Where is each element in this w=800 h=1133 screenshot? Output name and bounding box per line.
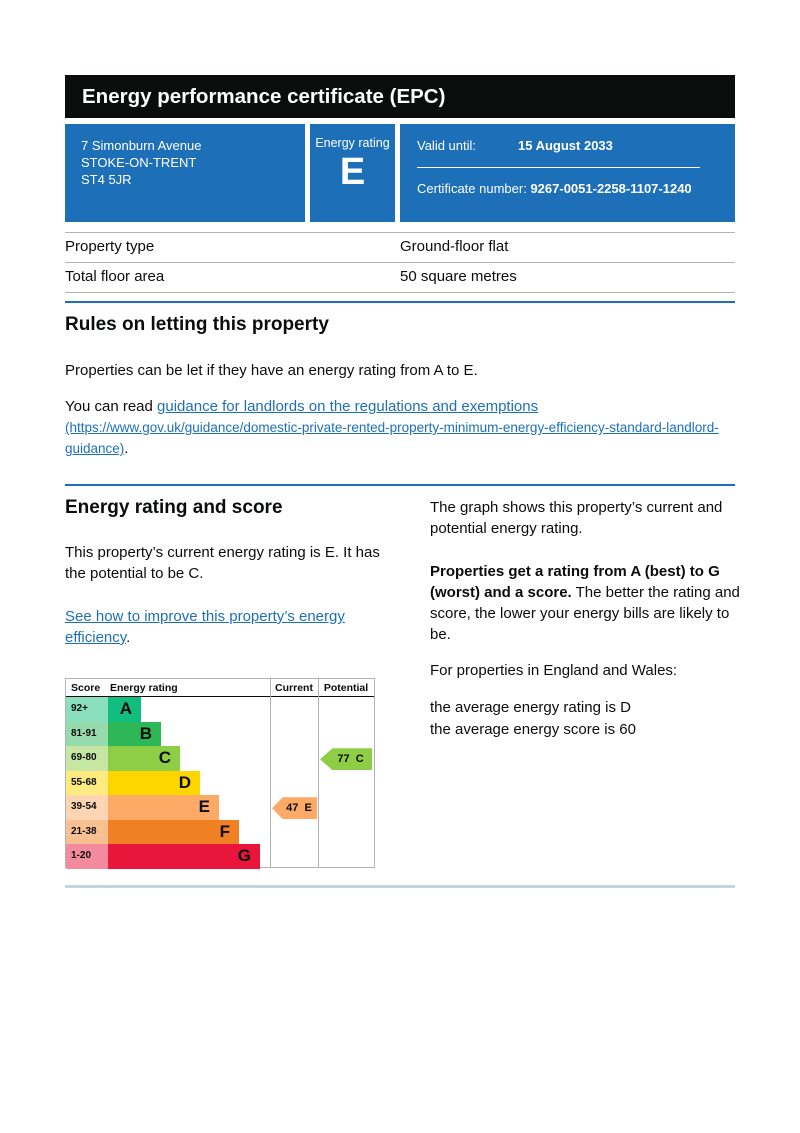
band-bar-g: G [108, 844, 260, 869]
band-score-range: 92+ [66, 697, 108, 722]
band-bar-d: D [108, 770, 200, 795]
certificate-title-bar: Energy performance certificate (EPC) [65, 75, 735, 118]
potential-rating-arrow: 77 C [320, 748, 372, 771]
column-separator [318, 679, 319, 867]
band-bar-f: F [108, 819, 239, 844]
valid-until-value: 15 August 2033 [518, 138, 613, 153]
graph-band-rows: 92+ A 81-91 B 69-80 C 55-68 D 39-54 E 21-38 F 1-20 G [66, 697, 374, 869]
landlord-guidance-link[interactable]: guidance for landlords on the regulation… [65, 398, 719, 457]
epc-band-row-f: 21-38 F [66, 819, 374, 844]
epc-band-row-a: 92+ A [66, 697, 374, 722]
summary-panels: 7 Simonburn Avenue STOKE-ON-TRENT ST4 5J… [65, 124, 735, 222]
band-score-range: 21-38 [66, 819, 108, 844]
band-score-range: 39-54 [66, 795, 108, 820]
band-bar-c: C [108, 746, 180, 771]
band-score-range: 81-91 [66, 721, 108, 746]
page-title: Energy performance certificate (EPC) [82, 84, 446, 108]
energy-rating-value: E [339, 151, 366, 193]
graph-header-row: Score Energy rating Current Potential [66, 679, 374, 697]
rules-paragraph: Properties can be let if they have an en… [65, 362, 478, 379]
certificate-number-label: Certificate number: [417, 181, 527, 196]
current-rating-paragraph: This property’s current energy rating is… [65, 544, 380, 582]
graph-column-header: Score [71, 682, 101, 694]
band-score-range: 69-80 [66, 746, 108, 771]
epc-band-row-g: 1-20 G [66, 844, 374, 869]
improve-efficiency-link[interactable]: See how to improve this property’s energ… [65, 608, 345, 646]
property-row-label: Total floor area [65, 268, 165, 285]
address-line-1: 7 Simonburn Avenue [81, 138, 202, 153]
guidance-prefix: You can read [65, 398, 158, 415]
property-table-row: Property type Ground-floor flat [65, 232, 735, 262]
rating-explainer-paragraph: Properties get a rating from A (best) to… [430, 561, 742, 645]
section-divider [65, 484, 735, 486]
rating-explainer-bold: Properties get a rating from A (best) to… [430, 563, 720, 601]
bottom-divider [65, 885, 735, 888]
landlord-guidance-link-url: (https://www.gov.uk/guidance/domestic-pr… [65, 420, 719, 456]
property-table-row: Total floor area 50 square metres [65, 262, 735, 293]
energy-rating-score-heading: Energy rating and score [65, 497, 283, 518]
rating-explainer-rest: The better the rating and score, the low… [430, 584, 740, 643]
improve-efficiency-suffix: . [126, 629, 131, 646]
epc-band-row-e: 39-54 E [66, 795, 374, 820]
energy-rating-panel: Energy rating E [310, 124, 395, 222]
validity-panel: Valid until: 15 August 2033 Certificate … [400, 124, 735, 222]
valid-until-label: Valid until: [417, 138, 477, 153]
band-bar-e: E [108, 795, 219, 820]
property-row-value: 50 square metres [400, 268, 517, 285]
rules-heading: Rules on letting this property [65, 314, 329, 335]
section-divider [65, 301, 735, 303]
address-panel: 7 Simonburn Avenue STOKE-ON-TRENT ST4 5J… [65, 124, 305, 222]
england-wales-paragraph: For properties in England and Wales: [430, 662, 678, 679]
epc-band-row-d: 55-68 D [66, 770, 374, 795]
landlord-guidance-link-label: guidance for landlords on the regulation… [157, 398, 539, 415]
graph-column-header: Potential [323, 682, 369, 694]
epc-band-row-b: 81-91 B [66, 721, 374, 746]
property-row-label: Property type [65, 238, 155, 255]
graph-column-header: Energy rating [110, 682, 178, 694]
address-line-2: STOKE-ON-TRENT [81, 155, 197, 170]
graph-column-header: Current [275, 682, 313, 694]
averages-block: the average energy rating is D the avera… [430, 697, 738, 741]
average-rating-line: the average energy rating is D [430, 699, 631, 716]
improve-efficiency-block: See how to improve this property’s energ… [65, 606, 387, 648]
validity-divider [417, 167, 700, 168]
band-score-range: 1-20 [66, 844, 108, 869]
graph-description-paragraph: The graph shows this property’s current … [430, 499, 723, 537]
address-line-3: ST4 5JR [81, 172, 132, 187]
guidance-suffix: . [124, 440, 129, 457]
epc-rating-graph: Score Energy rating Current Potential 92+ A 8… [65, 678, 375, 869]
column-separator [270, 679, 271, 867]
band-bar-a: A [108, 697, 141, 722]
epc-band-row-c: 69-80 C [66, 746, 374, 771]
certificate-number-value: 9267-0051-2258-1107-1240 [530, 181, 692, 196]
property-row-value: Ground-floor flat [400, 238, 509, 255]
band-bar-b: B [108, 721, 161, 746]
property-facts-table: Property type Ground-floor flat Total floo… [65, 232, 735, 293]
average-score-line: the average energy score is 60 [430, 721, 636, 738]
band-score-range: 55-68 [66, 770, 108, 795]
energy-rating-label: Energy rating [315, 136, 390, 150]
current-rating-arrow: 47 E [272, 797, 317, 820]
rules-guidance-paragraph: You can read guidance for landlords on t… [65, 396, 735, 459]
